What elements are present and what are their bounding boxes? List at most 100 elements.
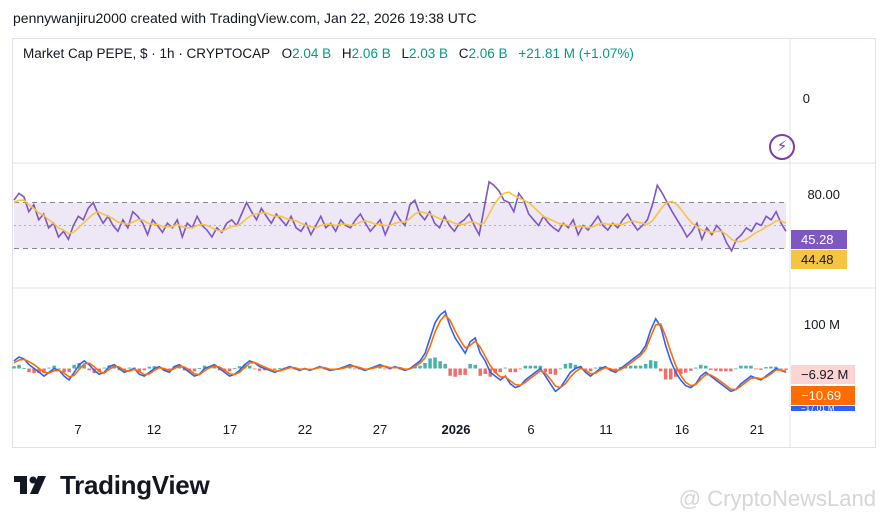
macd-hist-bar bbox=[653, 361, 658, 369]
macd-hist-bar bbox=[548, 368, 553, 374]
rsi-line bbox=[13, 180, 787, 253]
macd-hist-bar bbox=[262, 368, 267, 371]
macd-hist-bar bbox=[147, 366, 152, 369]
macd-hist-bar bbox=[759, 368, 763, 370]
macd-hist-bar bbox=[503, 367, 507, 369]
rsi-pane[interactable] bbox=[13, 180, 787, 253]
macd-pane[interactable] bbox=[12, 309, 788, 393]
macd-hist-bar bbox=[192, 368, 197, 372]
macd-hist-bar bbox=[523, 365, 528, 369]
macd-hist-bar bbox=[704, 365, 708, 369]
macd-hist-bar bbox=[699, 364, 703, 369]
macd-hist-bar bbox=[568, 363, 573, 369]
x-tick-label: 6 bbox=[527, 422, 535, 437]
macd-hist-bar bbox=[663, 368, 668, 380]
x-tick-label: 7 bbox=[74, 422, 82, 437]
macd-hist-bar bbox=[724, 368, 728, 372]
macd-hist-bar bbox=[684, 368, 688, 373]
macd-hist-bar bbox=[744, 365, 748, 369]
rsi-ma-badge: 44.48 bbox=[791, 250, 847, 269]
x-tick-label: 11 bbox=[599, 422, 613, 437]
macd-hist-bar bbox=[764, 367, 768, 369]
x-tick-label: 21 bbox=[749, 422, 765, 437]
macd-hist-bar bbox=[513, 368, 518, 373]
tradingview-brand: TradingView bbox=[14, 470, 210, 503]
macd-hist-bar bbox=[573, 364, 578, 369]
macd-hist-bar bbox=[57, 368, 61, 370]
macd-hist-bar bbox=[227, 368, 232, 372]
macd-hist-bar bbox=[202, 365, 207, 369]
close-label: C bbox=[458, 46, 469, 61]
x-tick-label: 27 bbox=[372, 422, 388, 437]
macd-hist-bar bbox=[709, 368, 713, 370]
macd-hist-bar bbox=[137, 368, 142, 372]
open-value: 2.04 B bbox=[292, 46, 332, 61]
x-tick-label: 22 bbox=[297, 422, 313, 437]
x-tick-label: 2026 bbox=[441, 422, 471, 437]
macd-hist-bar bbox=[518, 368, 523, 370]
x-tick-label: 16 bbox=[674, 422, 690, 437]
macd-hist-bar bbox=[212, 366, 217, 369]
macd-hist-bar bbox=[498, 368, 502, 373]
macd-hist-bar bbox=[247, 365, 252, 369]
macd-hist-bar bbox=[538, 365, 543, 369]
macd-hist-bar bbox=[418, 365, 422, 369]
macd-hist-bar bbox=[428, 358, 432, 369]
macd-hist-bar bbox=[97, 368, 101, 372]
macd-hist-bar bbox=[769, 366, 773, 369]
macd-hist-bar bbox=[458, 368, 462, 375]
macd-hist-bar bbox=[543, 368, 548, 373]
macd-hist-bar bbox=[493, 368, 497, 374]
macd-hist-bar bbox=[729, 368, 733, 372]
macd-hist-bar bbox=[448, 368, 452, 376]
chart-frame[interactable] bbox=[12, 38, 876, 448]
macd-hist-bar bbox=[508, 368, 512, 373]
macd-hist-bar bbox=[779, 368, 783, 370]
tradingview-logo-icon bbox=[14, 472, 52, 503]
macd-hist-bar bbox=[378, 366, 382, 369]
macd-hist-bar bbox=[102, 367, 106, 369]
macd-hist-bar bbox=[734, 368, 738, 370]
macd-hist-bar bbox=[353, 368, 357, 370]
macd-hist-bar bbox=[588, 368, 593, 372]
macd-hist-bar bbox=[348, 366, 352, 369]
macd-hist-bar bbox=[197, 368, 202, 369]
x-tick-label: 12 bbox=[146, 422, 162, 437]
macd-hist-bar bbox=[558, 368, 563, 370]
macd-hist-bar bbox=[237, 366, 242, 369]
macd-hist-bar bbox=[483, 368, 487, 374]
macd-hist-bar bbox=[593, 367, 598, 369]
macd-hist-bar bbox=[127, 367, 132, 369]
macd-hist-bar bbox=[82, 364, 86, 369]
macd-hist-bar bbox=[27, 368, 31, 373]
macd-hist-bar bbox=[553, 368, 558, 375]
macd-hist-bar bbox=[167, 368, 172, 371]
macd-hist-bar bbox=[72, 364, 76, 369]
macd-hist-bar bbox=[669, 368, 673, 380]
macd-axis-label: 100 M bbox=[803, 317, 840, 332]
macd-hist-bar bbox=[648, 360, 653, 369]
macd-hist-bar bbox=[453, 368, 457, 377]
macd-line-badge: −10.69 M bbox=[791, 386, 855, 422]
close-value: 2.06 B bbox=[468, 46, 508, 61]
macd-hist-bar bbox=[633, 365, 638, 369]
macd-hist-bar bbox=[598, 366, 603, 369]
lightning-icon[interactable]: ⚡ bbox=[769, 134, 795, 160]
macd-hist-bar bbox=[533, 365, 538, 369]
macd-hist-bar bbox=[468, 363, 472, 369]
macd-signal-badge: −17.01 M bbox=[791, 406, 855, 411]
rsi-ma-line bbox=[13, 191, 787, 243]
symbol-label[interactable]: Market Cap PEPE, $ · 1h · CRYPTOCAP bbox=[23, 46, 270, 61]
macd-hist-bar bbox=[643, 363, 648, 369]
macd-hist-bar bbox=[272, 368, 277, 370]
macd-hist-bar bbox=[714, 368, 718, 371]
macd-hist-bar bbox=[12, 366, 16, 369]
macd-hist-bar bbox=[87, 368, 91, 371]
macd-hist-bar bbox=[383, 368, 387, 370]
macd-hist-bar bbox=[433, 357, 437, 369]
low-label: L bbox=[401, 46, 409, 61]
macd-hist-bar bbox=[232, 368, 237, 369]
watermark: @ CryptoNewsLand bbox=[678, 486, 876, 511]
macd-hist-bar bbox=[478, 368, 482, 376]
